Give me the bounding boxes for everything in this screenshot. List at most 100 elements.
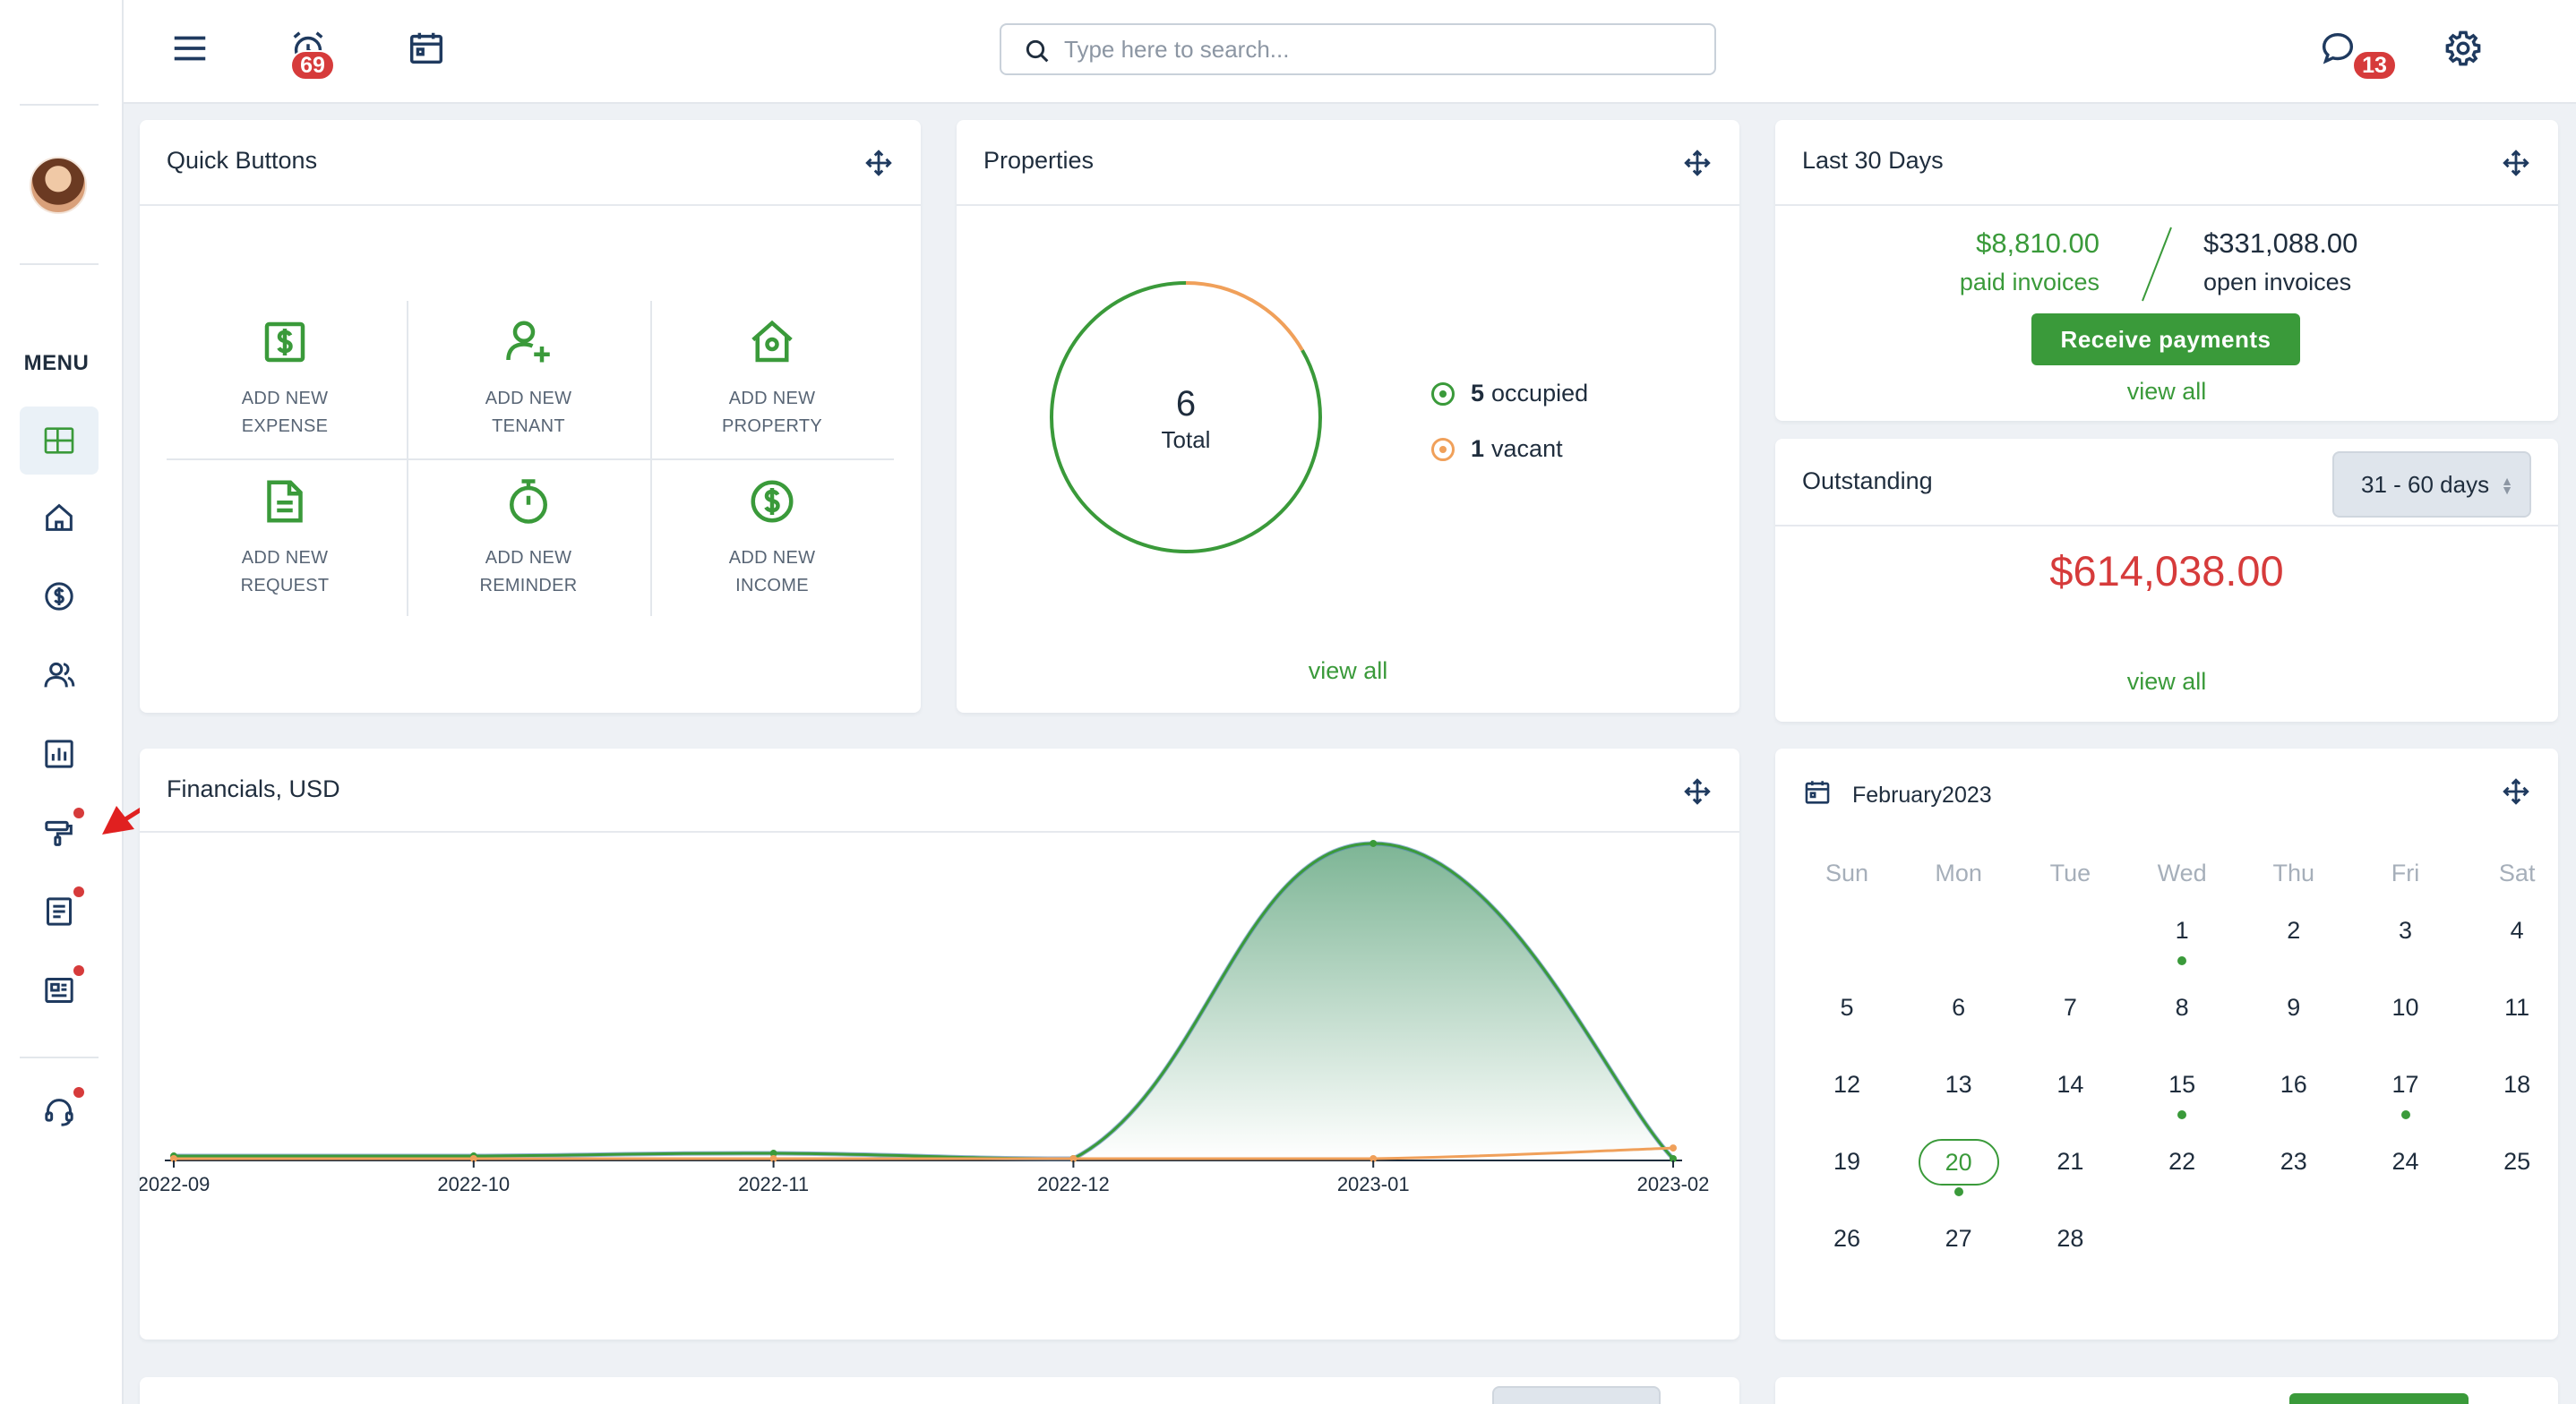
view-all-link[interactable]: view all [2126, 378, 2207, 405]
sidebar-item-reports[interactable] [20, 720, 99, 788]
card-header: February2023 [1775, 749, 2558, 835]
calendar-day[interactable]: 10 [2391, 994, 2419, 1021]
calendar-day[interactable]: 28 [2057, 1225, 2084, 1252]
calendar-day[interactable]: 27 [1945, 1225, 1972, 1252]
calendar-button[interactable] [399, 21, 453, 75]
outstanding-card: Outstanding 31 - 60 days ▲ ▼ $614,038.00 … [1775, 439, 2558, 722]
paint-roller-icon [45, 820, 73, 846]
data-point [1370, 839, 1378, 847]
calendar-day[interactable]: 17 [2391, 1071, 2419, 1098]
search-input[interactable] [1064, 32, 1691, 66]
calendar-day[interactable]: 25 [2503, 1148, 2531, 1175]
grid-divider [167, 458, 894, 460]
calendar-day[interactable]: 13 [1945, 1071, 1972, 1098]
partial-card [140, 1377, 1739, 1404]
calendar-day[interactable]: 23 [2280, 1148, 2307, 1175]
vacant-label: vacant [1491, 435, 1563, 462]
financials-chart: 2022-09 2022-10 2022-11 2022-12 2023-01 2023-… [140, 839, 1709, 1195]
calendar-day-today[interactable]: 20 [1918, 1139, 1999, 1186]
calendar-day[interactable]: 3 [2398, 917, 2413, 944]
sidebar-item-contacts[interactable] [20, 641, 99, 709]
newspaper-icon [45, 978, 73, 1003]
add-income-button[interactable]: ADD NEW INCOME [650, 458, 894, 618]
view-all-link[interactable]: view all [1308, 657, 1388, 684]
card-header: Last 30 Days [1775, 120, 2558, 206]
card-header: Quick Buttons [140, 120, 921, 206]
data-point [1069, 1155, 1078, 1162]
sidebar-item-dashboard[interactable] [20, 407, 99, 475]
calendar-day[interactable]: 15 [2168, 1071, 2196, 1098]
calendar-day[interactable]: 5 [1840, 994, 1854, 1021]
calendar-day[interactable]: 21 [2057, 1148, 2084, 1175]
home-icon [46, 503, 73, 531]
calendar-day[interactable]: 11 [2504, 994, 2530, 1021]
card-title: Properties [983, 147, 1095, 174]
calendar-day[interactable]: 22 [2168, 1148, 2196, 1175]
sidebar-item-maintenance[interactable] [20, 799, 99, 867]
aging-range-select[interactable]: 31 - 60 days ▲ ▼ [2332, 451, 2531, 518]
sidebar-item-support[interactable] [20, 1078, 99, 1146]
partial-select[interactable] [1492, 1386, 1661, 1404]
move-icon[interactable] [1682, 776, 1713, 807]
event-dot [2177, 1110, 2187, 1119]
sidebar-divider [20, 104, 99, 106]
sidebar-item-accounting[interactable] [20, 562, 99, 630]
receive-payments-button[interactable]: Receive payments [2031, 313, 2300, 365]
menu-toggle-button[interactable] [163, 21, 217, 75]
x-tick-label: 2023-01 [1337, 1173, 1410, 1195]
view-all-link[interactable]: view all [2126, 668, 2207, 695]
data-point [1670, 1155, 1677, 1162]
calendar-day[interactable]: 4 [2510, 917, 2524, 944]
sidebar: MENU [0, 0, 124, 1404]
legend-vacant: 1 vacant [1431, 435, 1563, 463]
total-value: 6 [1176, 384, 1196, 424]
legend-occupied: 5 occupied [1431, 380, 1588, 407]
move-icon[interactable] [863, 148, 894, 178]
sidebar-item-listings[interactable] [20, 956, 99, 1024]
add-reminder-button[interactable]: ADD NEW REMINDER [407, 458, 650, 618]
weekday-label: Sat [2498, 860, 2536, 886]
add-request-button[interactable]: ADD NEW REQUEST [163, 458, 407, 618]
stopwatch-icon [510, 479, 547, 524]
series-line [174, 1146, 1674, 1160]
sidebar-item-properties[interactable] [20, 484, 99, 552]
calendar-icon [1805, 781, 1830, 804]
calendar-day[interactable]: 16 [2280, 1071, 2307, 1098]
partial-card [1775, 1377, 2558, 1404]
messages-button[interactable] [2311, 21, 2365, 75]
calendar-day[interactable]: 26 [1833, 1225, 1861, 1252]
calendar-day[interactable]: 6 [1952, 994, 1966, 1021]
sidebar-item-documents[interactable] [20, 878, 99, 946]
data-point [170, 1155, 177, 1162]
calendar-day[interactable]: 1 [2175, 917, 2189, 944]
calendar-month-title: February2023 [1852, 783, 1992, 808]
calendar-day[interactable]: 19 [1833, 1148, 1861, 1175]
search-box[interactable] [1000, 23, 1716, 75]
calendar-day[interactable]: 12 [1833, 1071, 1861, 1098]
avatar[interactable] [30, 157, 87, 214]
button-label: ADD NEW REQUEST [240, 548, 330, 595]
calendar-day[interactable]: 8 [2175, 994, 2189, 1021]
settings-button[interactable] [2436, 21, 2490, 75]
notification-dot [73, 1087, 84, 1098]
partial-button[interactable] [2289, 1393, 2469, 1404]
vacant-arc [1050, 281, 1322, 553]
move-icon[interactable] [1682, 148, 1713, 178]
occupied-count: 5 [1471, 380, 1485, 407]
add-expense-button[interactable]: ADD NEW EXPENSE [163, 299, 407, 458]
x-tick-label: 2022-09 [140, 1173, 210, 1195]
notification-dot [73, 965, 84, 976]
calendar-day[interactable]: 18 [2503, 1071, 2531, 1098]
document-icon [267, 480, 303, 523]
calendar-day[interactable]: 9 [2287, 994, 2301, 1021]
move-icon[interactable] [2501, 776, 2531, 807]
add-tenant-button[interactable]: ADD NEW TENANT [407, 299, 650, 458]
calendar-day[interactable]: 14 [2057, 1071, 2084, 1098]
calendar-day[interactable]: 24 [2391, 1148, 2419, 1175]
move-icon[interactable] [2501, 148, 2531, 178]
add-property-button[interactable]: ADD NEW PROPERTY [650, 299, 894, 458]
calendar-day[interactable]: 2 [2287, 917, 2301, 944]
button-label: ADD NEW EXPENSE [241, 389, 329, 436]
weekday-label: Wed [2157, 860, 2207, 886]
calendar-day[interactable]: 7 [2063, 994, 2077, 1021]
